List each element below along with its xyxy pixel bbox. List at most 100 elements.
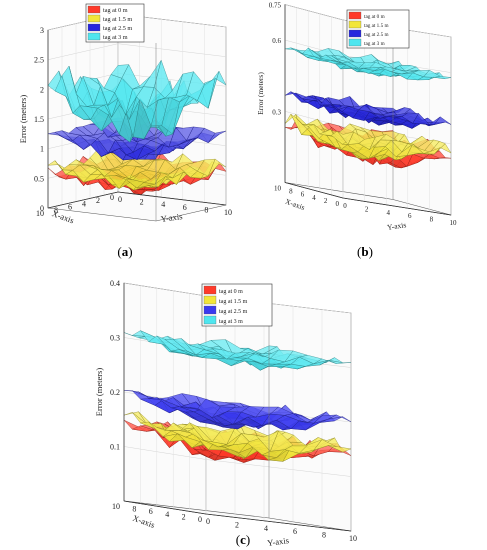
surface-tag-at-1-5-m [284, 113, 452, 161]
y-tick-label: 0 [206, 517, 210, 526]
legend-swatch [87, 23, 101, 32]
z-axis-label: Error (meters) [18, 95, 28, 144]
legend-swatch [348, 20, 362, 29]
caption-a: (a) [117, 244, 133, 259]
y-tick-label: 4 [386, 209, 390, 217]
legend-swatch [348, 11, 362, 20]
y-tick-label: 2 [235, 520, 239, 529]
y-tick-label: 0 [118, 195, 122, 204]
z-tick-label: 0.6 [272, 37, 281, 45]
y-tick-label: 8 [322, 531, 326, 540]
legend-swatch [203, 285, 217, 295]
y-tick-label: 2 [365, 205, 369, 213]
surface-tag-at-3-m [47, 59, 227, 143]
surface-cell [434, 157, 452, 160]
caption-c: (c) [235, 532, 251, 547]
z-tick-label: 1 [40, 145, 44, 154]
x-tick-label: 0 [198, 515, 202, 524]
x-tick-label: 2 [182, 512, 186, 521]
surface-cell [434, 76, 452, 79]
z-tick-label: 1.5 [34, 115, 44, 124]
legend-swatch [348, 38, 362, 47]
chart-panel-c: 0.1 0.2 0.3 0.4 10 8 6 4 2 0 0 2 4 6 8 10 Error (meters)… [94, 278, 400, 550]
legend: tag at 0 m tag at 1.5 m tag at 2.5 m tag at… [201, 283, 273, 327]
x-tick-label: 2 [324, 197, 328, 205]
caption-b: (b) [357, 244, 373, 259]
surface-tag-at-2-5-m [123, 390, 352, 431]
y-tick-label: 10 [224, 208, 232, 217]
legend-label: tag at 3 m [219, 319, 243, 325]
surface-tag-at-3-m [123, 330, 352, 371]
x-tick-label: 10 [36, 209, 44, 218]
surface-cell [208, 130, 227, 143]
y-tick-label: 8 [430, 216, 434, 224]
legend-label: tag at 1.5 m [219, 299, 248, 305]
legend-label: tag at 0 m [103, 7, 128, 14]
surface-plot-c: 0.1 0.2 0.3 0.4 10 8 6 4 2 0 0 2 4 6 8 10 Error (meters)… [94, 279, 357, 548]
legend-label: tag at 1.5 m [103, 16, 132, 23]
y-tick-label: 4 [161, 200, 165, 209]
x-tick-label: 6 [68, 203, 72, 212]
legend-swatch [203, 305, 217, 315]
z-axis-label: Error (meters) [256, 72, 265, 115]
legend-label: tag at 3 m [364, 41, 385, 47]
legend-swatch [203, 295, 217, 305]
x-tick-label: 0 [110, 193, 114, 202]
surface-cell [328, 414, 352, 422]
legend-label: tag at 2.5 m [219, 309, 248, 315]
legend: tag at 0 m tag at 1.5 m tag at 2.5 m tag at… [346, 9, 410, 49]
x-tick-label: 10 [274, 185, 282, 193]
y-axis-label: Y-axis [160, 211, 183, 224]
surface-tag-at-1-5-m [47, 146, 227, 191]
y-tick-label: 6 [183, 203, 187, 212]
y-axis-label: Y-axis [387, 220, 407, 232]
legend-label: tag at 3 m [103, 34, 128, 41]
z-tick-label: 0 [40, 204, 44, 213]
z-tick-label: 0.3 [272, 108, 281, 116]
z-tick-label: 0.3 [110, 334, 120, 343]
z-tick-label: 0.1 [110, 443, 120, 452]
legend-swatch [87, 14, 101, 23]
legend: tag at 0 m tag at 1.5 m tag at 2.5 m tag at… [85, 3, 145, 43]
z-tick-label: 0.2 [110, 388, 120, 397]
x-tick-label: 8 [54, 206, 58, 215]
y-tick-label: 2 [140, 198, 144, 207]
x-tick-label: 2 [96, 196, 100, 205]
legend-swatch [87, 5, 101, 14]
legend-label: tag at 0 m [364, 14, 385, 20]
x-tick-label: 4 [82, 199, 86, 208]
legend-label: tag at 0 m [219, 289, 243, 295]
y-tick-label: 10 [349, 534, 357, 543]
z-tick-label: 2 [40, 85, 44, 94]
y-tick-label: 0 [343, 202, 347, 210]
legend-label: tag at 2.5 m [364, 32, 389, 38]
surface-cell [434, 143, 452, 155]
y-tick-label: 6 [293, 527, 297, 536]
y-axis-label: Y-axis [267, 535, 290, 548]
surface-tag-at-1-5-m [123, 411, 352, 462]
z-tick-label: 0.4 [110, 279, 120, 288]
x-tick-label: 6 [301, 191, 305, 199]
legend-swatch [87, 32, 101, 41]
legend-swatch [203, 315, 217, 325]
surface-cell [328, 445, 352, 453]
y-tick-label: 10 [450, 219, 458, 227]
x-tick-label: 8 [132, 505, 136, 514]
z-axis-label: Error (meters) [94, 368, 104, 417]
y-tick-label: 4 [264, 524, 268, 533]
surface-cell [208, 70, 227, 109]
z-tick-label: 2.5 [34, 56, 44, 65]
y-tick-label: 8 [204, 205, 208, 214]
surface-tag-at-2-5-m [284, 91, 452, 129]
z-tick-label: 3 [40, 26, 44, 35]
x-tick-label: 6 [149, 507, 153, 516]
legend-swatch [348, 29, 362, 38]
x-tick-label: 8 [289, 188, 293, 196]
x-tick-label: 4 [165, 510, 169, 519]
chart-panel-a: 0 0.5 1 1.5 2 2.5 3 10 8 6 4 2 0 0 2 4 6 8 10 Error (meters… [0, 0, 245, 270]
x-axis-label: X-axis [284, 197, 306, 212]
x-tick-label: 0 [336, 200, 340, 208]
legend-label: tag at 2.5 m [103, 25, 132, 32]
chart-panel-b: 0.3 0.6 0.75 10 8 6 4 2 0 0 2 4 6 8 10 Error (meters) X-… [247, 0, 487, 270]
